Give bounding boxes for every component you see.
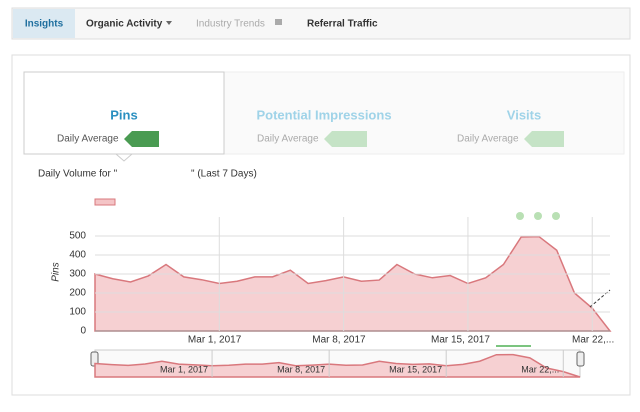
pointer bbox=[114, 153, 134, 162]
navigator-tick-label: Mar 15, 2017 bbox=[389, 364, 442, 374]
event-dot[interactable] bbox=[534, 212, 542, 220]
legend-swatch[interactable] bbox=[94, 198, 116, 206]
metric-tag bbox=[524, 131, 564, 147]
x-tick-label: Mar 1, 2017 bbox=[188, 335, 242, 346]
area bbox=[94, 353, 581, 378]
y-axis-label: Pins bbox=[51, 262, 62, 281]
metric-card-active[interactable] bbox=[23, 71, 225, 155]
navigator-tick-label: Mar 1, 2017 bbox=[160, 364, 208, 374]
y-tick-label: 100 bbox=[69, 307, 86, 318]
y-tick-label: 300 bbox=[69, 269, 86, 280]
metric-sublabel: Daily Average bbox=[257, 134, 319, 145]
tab: Industry Trends bbox=[196, 19, 265, 30]
tab-active-bg bbox=[13, 9, 75, 38]
metric-tag bbox=[324, 131, 367, 147]
y-tick-label: 500 bbox=[69, 231, 86, 242]
metric-label[interactable]: Visits bbox=[507, 107, 541, 122]
x-tick-label: Mar 22,... bbox=[572, 335, 614, 346]
y-tick-label: 200 bbox=[69, 288, 86, 299]
y-tick-label: 0 bbox=[80, 326, 86, 337]
metric-label[interactable]: Pins bbox=[110, 107, 137, 122]
chart-title-end: " (Last 7 Days) bbox=[191, 169, 257, 180]
event-dot[interactable] bbox=[516, 212, 524, 220]
tab[interactable]: Insights bbox=[25, 19, 64, 30]
tab-bar bbox=[11, 7, 631, 40]
x-tick-label: Mar 15, 2017 bbox=[431, 335, 490, 346]
lock-icon bbox=[275, 19, 282, 25]
chart-title: Daily Volume for " bbox=[38, 169, 118, 180]
metric-sublabel: Daily Average bbox=[457, 134, 519, 145]
tab[interactable]: Organic Activity bbox=[86, 19, 163, 30]
metric-sublabel: Daily Average bbox=[57, 134, 119, 145]
y-tick-label: 400 bbox=[69, 250, 86, 261]
x-tick-label: Mar 8, 2017 bbox=[312, 335, 366, 346]
metric-tag bbox=[124, 131, 159, 147]
navigator-tick-label: Mar 22,... bbox=[521, 364, 559, 374]
area bbox=[94, 235, 612, 332]
event-dot[interactable] bbox=[552, 212, 560, 220]
tab[interactable]: Referral Traffic bbox=[307, 19, 378, 30]
caret bbox=[166, 21, 172, 25]
navigator-tick-label: Mar 8, 2017 bbox=[277, 364, 325, 374]
metric-label[interactable]: Potential Impressions bbox=[256, 107, 391, 122]
navigator-handle[interactable] bbox=[576, 351, 585, 367]
